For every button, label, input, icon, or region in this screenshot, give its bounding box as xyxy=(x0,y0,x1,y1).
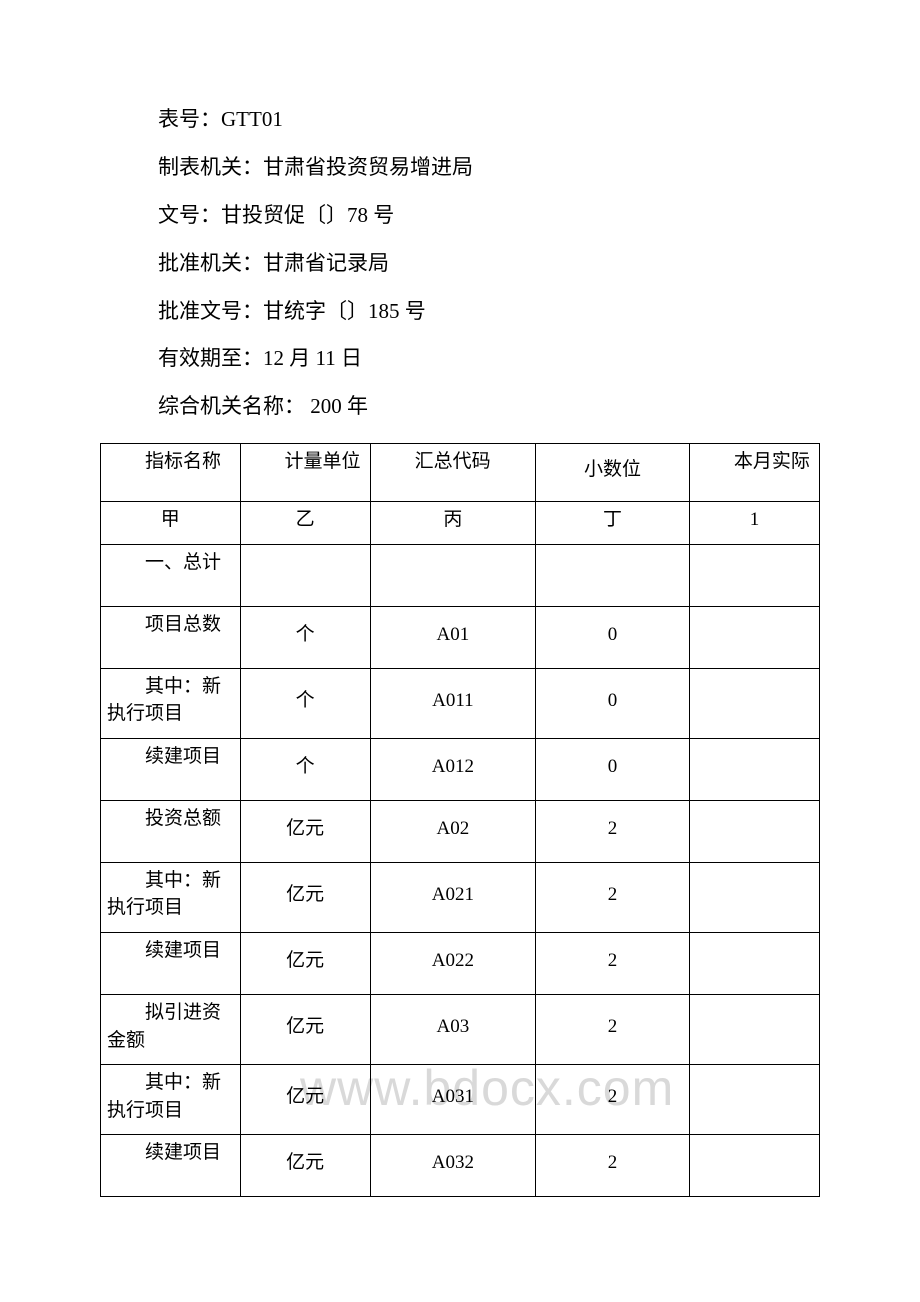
data-table: 指标名称 计量单位 汇总代码 小数位 本月实际 甲 乙 丙 丁 1 一、总计 项… xyxy=(100,443,820,1197)
row-code: A03 xyxy=(370,994,536,1064)
row-name: 一、总计 xyxy=(101,544,241,606)
row-code: A031 xyxy=(370,1065,536,1135)
row-unit xyxy=(240,544,370,606)
table-row: 一、总计 xyxy=(101,544,820,606)
row-name: 其中：新执行项目 xyxy=(101,668,241,738)
row-val xyxy=(689,544,819,606)
row-dec: 2 xyxy=(536,1065,690,1135)
table-row: 其中：新执行项目 个 A011 0 xyxy=(101,668,820,738)
row-val xyxy=(689,738,819,800)
row-name: 续建项目 xyxy=(101,1135,241,1197)
form-number: 表号：GTT01 xyxy=(158,100,820,140)
table-row: 项目总数 个 A01 0 xyxy=(101,606,820,668)
col-header: 计量单位 xyxy=(240,444,370,502)
row-name: 续建项目 xyxy=(101,932,241,994)
approver: 批准机关：甘肃省记录局 xyxy=(158,244,820,284)
approval-number: 批准文号：甘统字〔〕185 号 xyxy=(158,292,820,332)
col-header: 汇总代码 xyxy=(370,444,536,502)
row-code: A022 xyxy=(370,932,536,994)
col-header: 小数位 xyxy=(536,444,690,502)
subheader-cell: 甲 xyxy=(101,502,241,545)
row-name: 其中：新执行项目 xyxy=(101,862,241,932)
row-code: A012 xyxy=(370,738,536,800)
table-row: 续建项目 个 A012 0 xyxy=(101,738,820,800)
row-code xyxy=(370,544,536,606)
row-dec: 2 xyxy=(536,862,690,932)
row-name: 续建项目 xyxy=(101,738,241,800)
row-val xyxy=(689,606,819,668)
subheader-cell: 丁 xyxy=(536,502,690,545)
row-val xyxy=(689,1135,819,1197)
table-row: 投资总额 亿元 A02 2 xyxy=(101,800,820,862)
valid-until: 有效期至：12 月 11 日 xyxy=(158,339,820,379)
subheader-cell: 乙 xyxy=(240,502,370,545)
row-unit: 个 xyxy=(240,738,370,800)
table-row: 其中：新执行项目 亿元 A021 2 xyxy=(101,862,820,932)
row-val xyxy=(689,932,819,994)
table-row: 续建项目 亿元 A032 2 xyxy=(101,1135,820,1197)
row-unit: 亿元 xyxy=(240,932,370,994)
document-metadata: 表号：GTT01 制表机关：甘肃省投资贸易增进局 文号：甘投贸促〔〕78 号 批… xyxy=(100,100,820,427)
row-dec: 2 xyxy=(536,800,690,862)
col-header: 指标名称 xyxy=(101,444,241,502)
row-dec: 2 xyxy=(536,932,690,994)
row-name: 其中：新执行项目 xyxy=(101,1065,241,1135)
row-unit: 亿元 xyxy=(240,1135,370,1197)
table-subheader-row: 甲 乙 丙 丁 1 xyxy=(101,502,820,545)
row-unit: 个 xyxy=(240,668,370,738)
row-dec: 0 xyxy=(536,738,690,800)
row-val xyxy=(689,994,819,1064)
row-code: A01 xyxy=(370,606,536,668)
row-dec: 2 xyxy=(536,1135,690,1197)
row-name: 投资总额 xyxy=(101,800,241,862)
row-dec: 0 xyxy=(536,606,690,668)
table-row: 续建项目 亿元 A022 2 xyxy=(101,932,820,994)
table-row: 其中：新执行项目 亿元 A031 2 xyxy=(101,1065,820,1135)
row-dec: 2 xyxy=(536,994,690,1064)
row-val xyxy=(689,800,819,862)
row-unit: 亿元 xyxy=(240,1065,370,1135)
row-val xyxy=(689,862,819,932)
subheader-cell: 1 xyxy=(689,502,819,545)
document-number: 文号：甘投贸促〔〕78 号 xyxy=(158,196,820,236)
row-val xyxy=(689,668,819,738)
row-code: A032 xyxy=(370,1135,536,1197)
row-name: 项目总数 xyxy=(101,606,241,668)
row-code: A011 xyxy=(370,668,536,738)
row-unit: 亿元 xyxy=(240,800,370,862)
row-unit: 亿元 xyxy=(240,994,370,1064)
row-dec: 0 xyxy=(536,668,690,738)
table-row: 拟引进资金额 亿元 A03 2 xyxy=(101,994,820,1064)
row-code: A02 xyxy=(370,800,536,862)
table-header-row: 指标名称 计量单位 汇总代码 小数位 本月实际 xyxy=(101,444,820,502)
subheader-cell: 丙 xyxy=(370,502,536,545)
row-unit: 个 xyxy=(240,606,370,668)
org-name: 综合机关名称： 200 年 xyxy=(158,387,820,427)
row-name: 拟引进资金额 xyxy=(101,994,241,1064)
row-code: A021 xyxy=(370,862,536,932)
col-header: 本月实际 xyxy=(689,444,819,502)
row-dec xyxy=(536,544,690,606)
row-val xyxy=(689,1065,819,1135)
form-maker: 制表机关：甘肃省投资贸易增进局 xyxy=(158,148,820,188)
row-unit: 亿元 xyxy=(240,862,370,932)
